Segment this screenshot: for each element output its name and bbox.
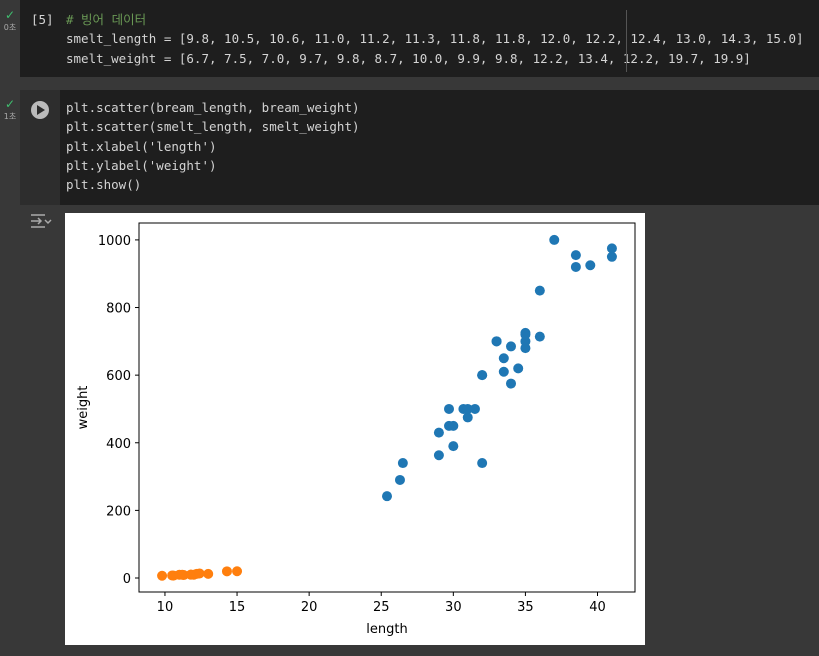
code-line: smelt_weight = [6.7, 7.5, 7.0, 9.7, 9.8,… (66, 50, 751, 66)
code-line: plt.scatter(smelt_length, smelt_weight) (66, 119, 360, 135)
x-tick-label: 30 (445, 600, 462, 615)
point (433, 450, 444, 461)
point (506, 378, 516, 389)
code-cell[interactable]: [5] # 빙어 데이터 smelt_length = [9.8, 10.5, 1… (20, 0, 819, 77)
code-line: plt.scatter(bream_length, bream_weight) (66, 100, 360, 115)
point (221, 566, 232, 577)
point (498, 353, 509, 364)
point (462, 412, 473, 423)
prompt: [5] (31, 12, 54, 27)
x-tick-label: 10 (157, 600, 174, 615)
code-line: plt.show() (66, 177, 142, 193)
point (585, 260, 596, 271)
y-tick-label: 400 (106, 437, 131, 452)
code-line: plt.xlabel('length') (66, 138, 217, 154)
point (232, 566, 243, 577)
x-tick-label: 40 (589, 600, 606, 615)
x-axis-label: length (366, 622, 407, 637)
point (606, 251, 617, 262)
point (433, 427, 444, 438)
point (462, 403, 473, 414)
code: plt.scatter(bream_length, bream_weight)p… (66, 98, 360, 194)
code: # 빙어 데이터 smelt_length = [9.8, 10.5, 10.6,… (66, 10, 804, 68)
code-line: # 빙어 데이터 (66, 12, 147, 27)
point (444, 403, 454, 414)
point (520, 329, 531, 340)
code-line: plt.ylabel('weight') (66, 157, 217, 173)
cell-status: ✓ 0초 (3, 8, 17, 32)
point (491, 336, 502, 347)
ruler (626, 10, 627, 72)
point (606, 243, 617, 254)
point (498, 366, 509, 377)
output-toggle[interactable] (28, 212, 52, 232)
code-line: smelt_length = [9.8, 10.5, 10.6, 11.0, 1… (66, 31, 804, 47)
point (194, 568, 205, 579)
point (513, 363, 524, 374)
point (570, 250, 581, 261)
point (178, 570, 189, 581)
point (382, 491, 392, 502)
chart: 10 15 20 25 30 35 4002004006008001000lengthwei… (65, 213, 645, 645)
point (397, 458, 408, 469)
run-button[interactable] (20, 90, 60, 130)
y-tick-label: 0 (123, 572, 131, 587)
y-tick-label: 1000 (98, 234, 131, 249)
point (477, 370, 488, 381)
point (534, 285, 545, 296)
point (549, 234, 560, 245)
x-tick-label: 15 (229, 600, 246, 615)
plot-frame (138, 222, 636, 593)
point (534, 331, 545, 342)
x-tick-label: 35 (517, 600, 534, 615)
point (469, 403, 480, 414)
point (157, 570, 168, 581)
point (448, 441, 459, 452)
point (394, 474, 405, 485)
y-tick-label: 600 (106, 369, 131, 384)
point (448, 420, 459, 431)
cell-status: ✓ 1초 (3, 97, 17, 121)
point (570, 261, 581, 272)
run-gutter (20, 90, 60, 205)
point (477, 458, 488, 469)
x-tick-label: 25 (373, 600, 390, 615)
x-tick-label: 20 (301, 600, 318, 615)
code-cell[interactable]: plt.scatter(bream_length, bream_weight)p… (20, 90, 819, 205)
point (203, 568, 214, 579)
y-tick-label: 800 (106, 302, 131, 317)
y-tick-label: 200 (106, 504, 131, 519)
point (506, 341, 516, 352)
y-axis-label: weight (76, 386, 91, 430)
